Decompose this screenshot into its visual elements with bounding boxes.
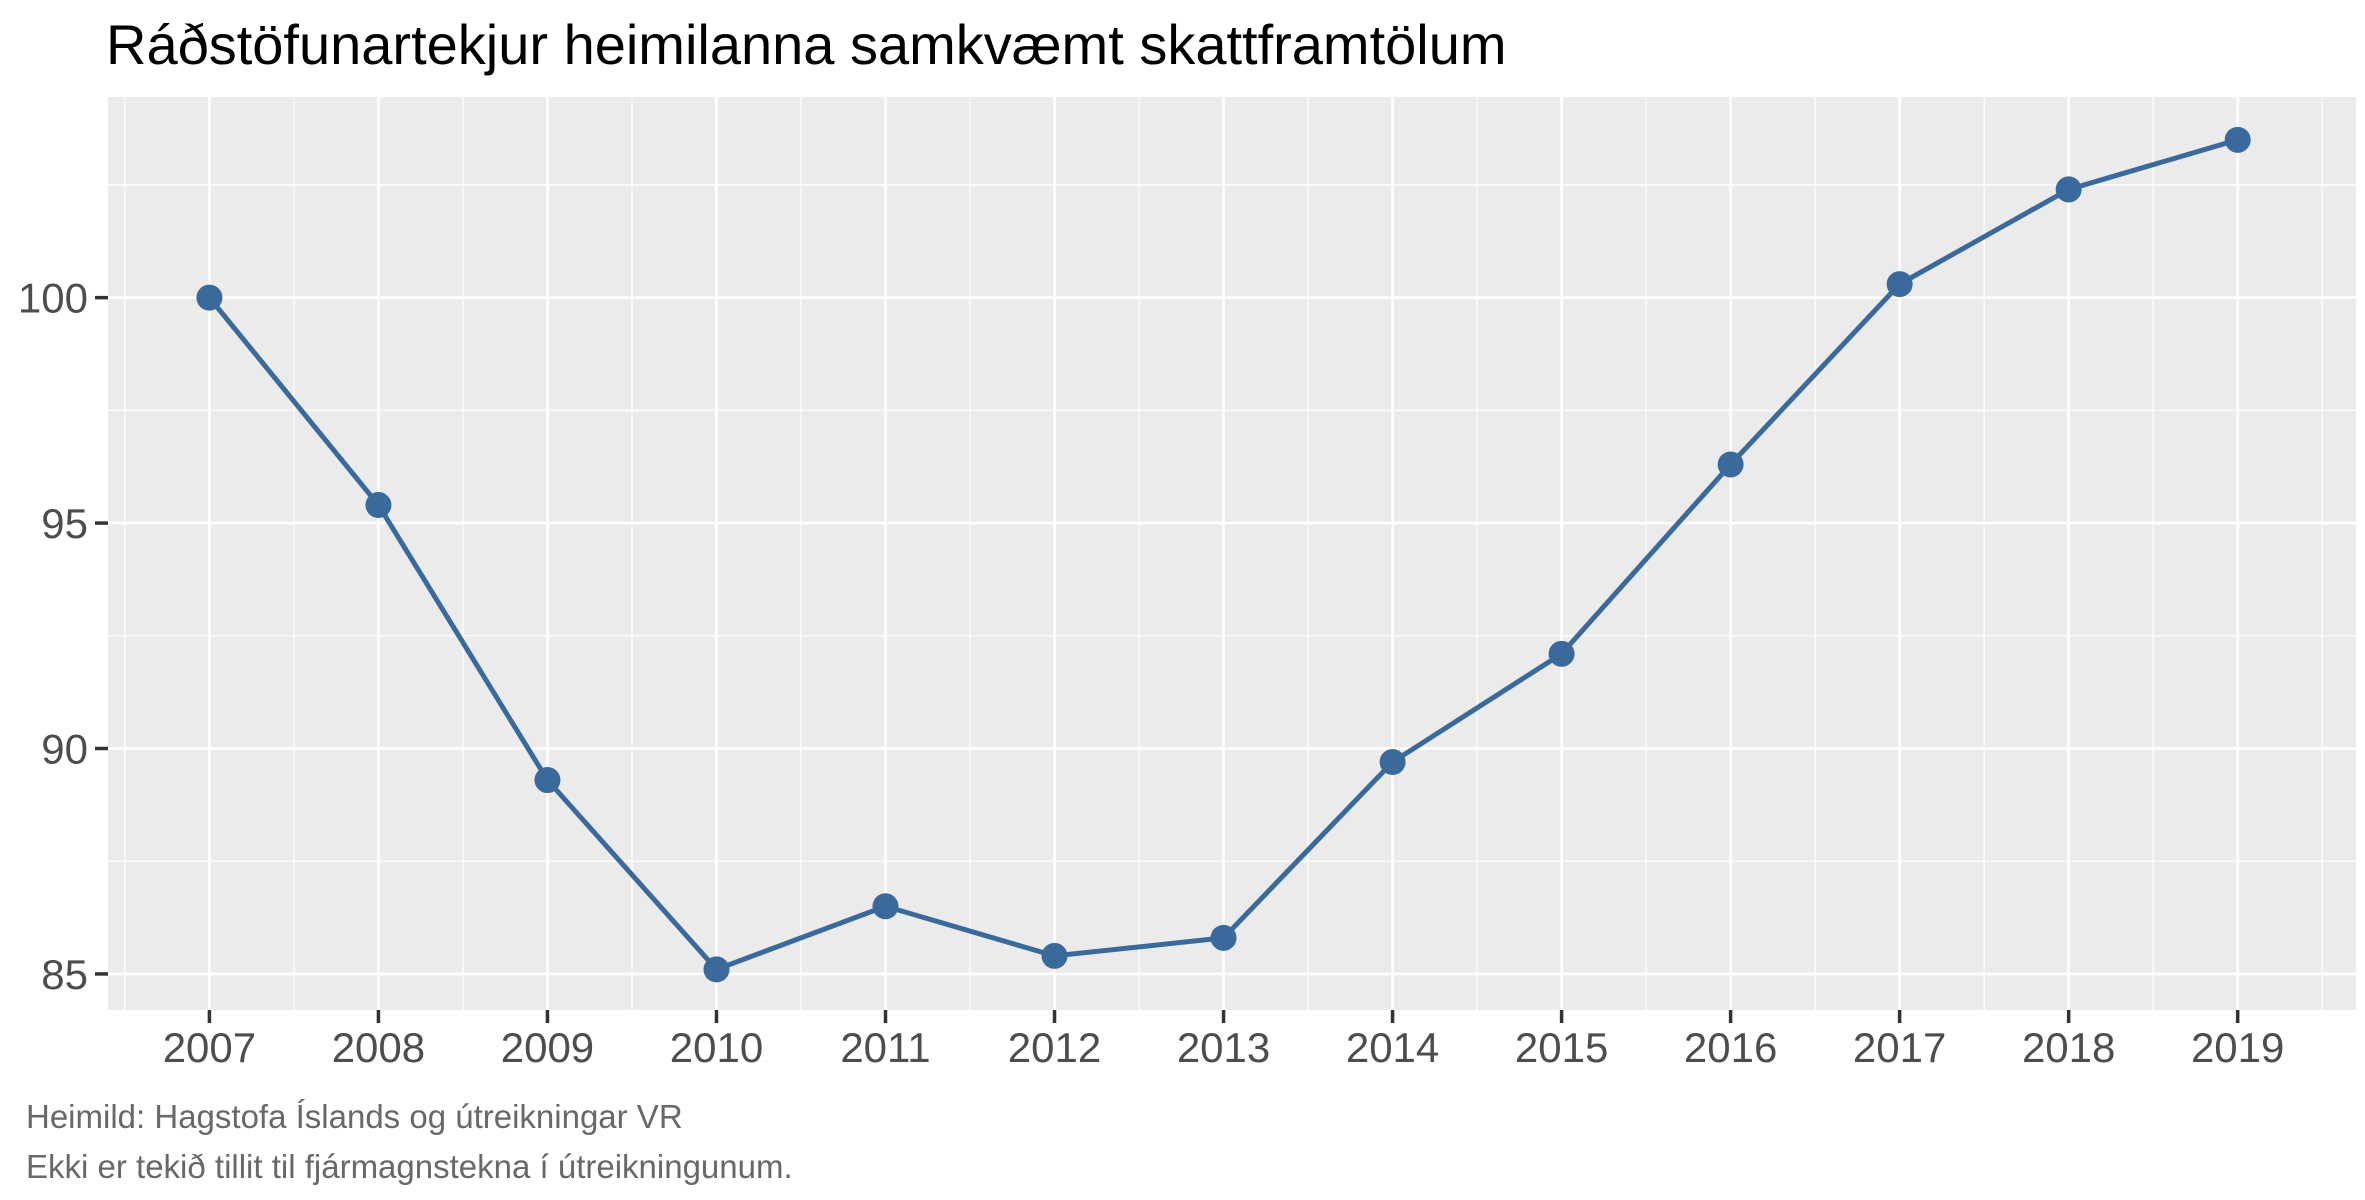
chart-title: Ráðstöfunartekjur heimilanna samkvæmt sk… [106, 13, 1507, 76]
x-tick-label: 2012 [1008, 1024, 1101, 1071]
caption-line-source: Heimild: Hagstofa Íslands og útreikninga… [26, 1098, 683, 1135]
y-tick-label: 90 [41, 725, 88, 772]
x-tick-label: 2008 [332, 1024, 425, 1071]
panel-background [108, 97, 2356, 1010]
data-point [1717, 451, 1744, 478]
x-tick-label: 2017 [1853, 1024, 1946, 1071]
x-tick-label: 2013 [1177, 1024, 1270, 1071]
x-tick-label: 2014 [1346, 1024, 1439, 1071]
data-point [196, 284, 223, 311]
data-point [1210, 924, 1237, 951]
y-tick-label: 85 [41, 951, 88, 998]
data-point [1886, 271, 1913, 298]
x-tick-label: 2015 [1515, 1024, 1608, 1071]
data-point [2055, 176, 2082, 203]
chart-caption: Heimild: Hagstofa Íslands og útreikninga… [26, 1092, 793, 1192]
y-tick-label: 100 [18, 275, 88, 322]
x-tick-label: 2007 [163, 1024, 256, 1071]
x-tick-label: 2009 [501, 1024, 594, 1071]
x-tick-label: 2010 [670, 1024, 763, 1071]
data-point [534, 767, 561, 794]
data-point [872, 893, 899, 920]
data-point [1548, 640, 1575, 667]
caption-line-note: Ekki er tekið tillit til fjármagnstekna … [26, 1148, 793, 1185]
data-point [703, 956, 730, 983]
x-tick-label: 2019 [2191, 1024, 2284, 1071]
x-tick-label: 2016 [1684, 1024, 1777, 1071]
y-tick-label: 95 [41, 500, 88, 547]
data-point [365, 492, 392, 519]
x-tick-label: 2011 [840, 1024, 930, 1071]
x-tick-label: 2018 [2022, 1024, 2115, 1071]
data-point [1041, 942, 1068, 969]
data-point [1379, 749, 1406, 776]
data-point [2224, 126, 2251, 153]
